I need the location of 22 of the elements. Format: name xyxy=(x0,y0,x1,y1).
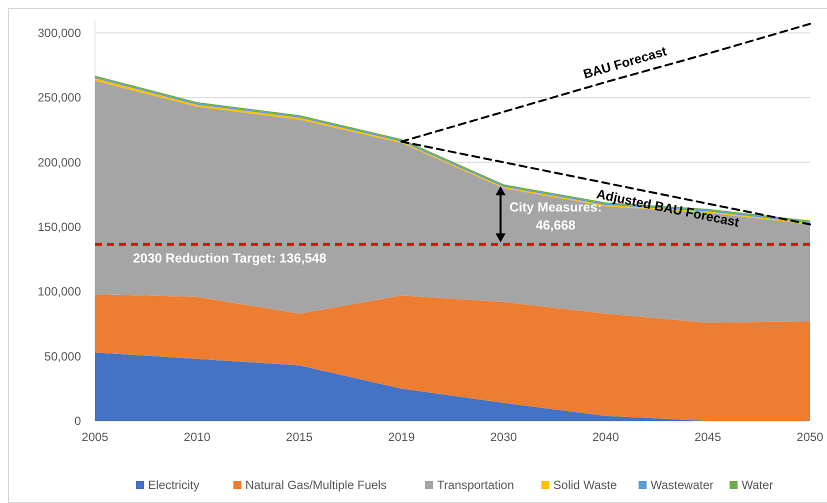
x-tick-label: 2015 xyxy=(286,430,313,444)
x-tick-label: 2045 xyxy=(694,430,722,444)
legend-label: Electricity xyxy=(148,478,200,492)
y-tick-label: 250,000 xyxy=(38,90,82,105)
legend-label: Natural Gas/Multiple Fuels xyxy=(245,478,387,492)
x-tick-label: 2005 xyxy=(82,430,109,444)
x-tick-label: 2040 xyxy=(592,430,620,444)
y-tick-label: 300,000 xyxy=(38,26,82,40)
x-tick-label: 2019 xyxy=(388,430,416,444)
legend-label: Wastewater xyxy=(650,478,714,492)
y-tick-label: 100,000 xyxy=(38,284,82,299)
ref-line-label: 2030 Reduction Target: 136,548 xyxy=(133,250,326,266)
y-tick-label: 200,000 xyxy=(38,155,82,170)
legend-label: Transportation xyxy=(437,478,514,492)
legend-label: Water xyxy=(742,478,774,492)
x-tick-label: 2050 xyxy=(796,430,824,444)
y-tick-label: 150,000 xyxy=(38,220,82,234)
legend-label: Solid Waste xyxy=(553,478,618,492)
x-tick-label: 2030 xyxy=(490,430,518,444)
y-tick-label: 50,000 xyxy=(44,349,82,364)
x-tick-label: 2010 xyxy=(184,430,211,444)
y-tick-label: 0 xyxy=(74,414,82,428)
